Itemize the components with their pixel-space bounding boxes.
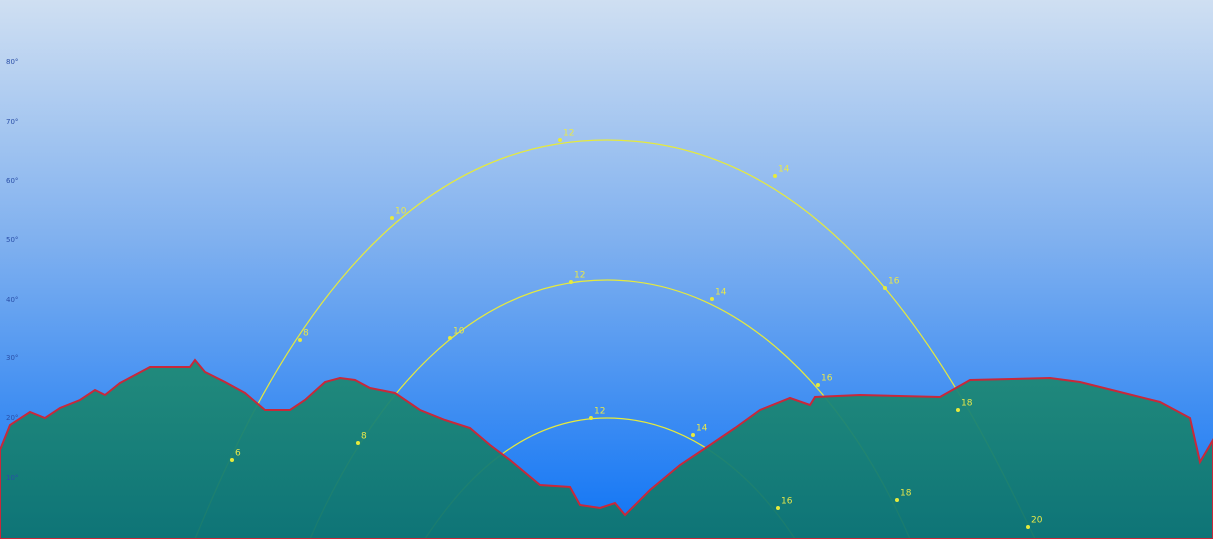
y-axis-label: 70° [6,118,18,126]
hour-label: 16 [821,374,833,384]
y-axis-label: 20° [6,414,18,422]
hour-label: 14 [778,165,790,175]
hour-marker [448,336,452,340]
hour-label: 8 [303,329,309,339]
hour-marker [230,458,234,462]
hour-label: 16 [781,497,793,507]
y-axis-label: 80° [6,58,18,66]
hour-label: 10 [395,207,407,217]
hour-marker [773,174,777,178]
hour-label: 10 [453,327,465,337]
hour-marker [589,416,593,420]
hour-marker [816,383,820,387]
hour-marker [883,286,887,290]
hour-label: 14 [715,288,727,298]
sun-path [194,139,1036,539]
hour-marker [1026,525,1030,529]
hour-label: 16 [888,277,900,287]
hour-marker [691,433,695,437]
hour-label: 18 [961,399,973,409]
hour-label: 20 [1031,516,1043,526]
y-axis-label: 10° [6,474,18,482]
labels: 80° 70° 60° 50° 40° 30° 20° 10° 6 8 10 12 14 16 18 20 8 1… [6,58,1043,529]
hour-marker [895,498,899,502]
hour-marker [569,280,573,284]
y-axis-label: 30° [6,354,18,362]
y-axis-label: 40° [6,296,18,304]
hour-marker [298,338,302,342]
hour-label: 18 [900,489,912,499]
hour-marker [356,441,360,445]
hour-label: 12 [574,271,585,281]
terrain [0,358,1213,539]
hour-label: 8 [361,432,367,442]
hour-label: 6 [235,449,241,459]
hour-label: 12 [594,407,605,417]
hour-label: 12 [563,129,574,139]
hour-marker [776,506,780,510]
hour-marker [558,138,562,142]
hour-marker [390,216,394,220]
hour-marker [956,408,960,412]
hour-marker [710,297,714,301]
hour-label: 14 [696,424,708,434]
y-axis-label: 60° [6,177,18,185]
y-axis-label: 50° [6,236,18,244]
